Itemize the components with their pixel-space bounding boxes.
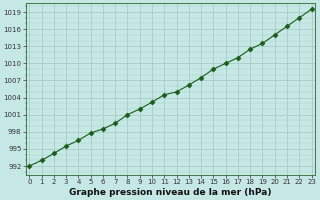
X-axis label: Graphe pression niveau de la mer (hPa): Graphe pression niveau de la mer (hPa) [69,188,272,197]
